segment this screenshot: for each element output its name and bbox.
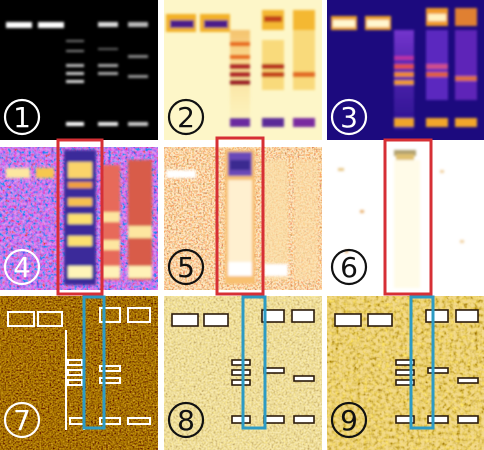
svg-text:9: 9 bbox=[340, 404, 358, 437]
panel-5: 5 bbox=[164, 147, 322, 290]
panel-9: 9 bbox=[327, 296, 484, 450]
blue-box-panel-8 bbox=[241, 295, 267, 430]
panel-1: 1 bbox=[0, 0, 158, 140]
svg-text:6: 6 bbox=[340, 251, 358, 284]
red-box-panel-6 bbox=[383, 138, 433, 296]
svg-text:8: 8 bbox=[177, 404, 195, 437]
red-highlight-boxes bbox=[56, 136, 433, 296]
blue-highlight-boxes bbox=[82, 295, 435, 430]
svg-text:7: 7 bbox=[13, 404, 31, 437]
label-badge-3: 3 bbox=[330, 98, 368, 136]
label-badge-7: 7 bbox=[3, 401, 41, 439]
panel-7: 7 bbox=[0, 296, 158, 450]
svg-text:1: 1 bbox=[13, 101, 31, 134]
label-badge-1: 1 bbox=[3, 98, 41, 136]
svg-text:4: 4 bbox=[13, 251, 31, 284]
label-badge-6: 6 bbox=[330, 248, 368, 286]
svg-text:2: 2 bbox=[177, 101, 195, 134]
svg-text:5: 5 bbox=[177, 251, 195, 284]
blue-box-panel-9 bbox=[409, 295, 435, 430]
blue-box-panel-7 bbox=[82, 295, 106, 430]
label-badge-5: 5 bbox=[167, 248, 205, 286]
panel-4: 4 bbox=[0, 147, 158, 290]
label-badge-4: 4 bbox=[3, 248, 41, 286]
label-badge-2: 2 bbox=[167, 98, 205, 136]
red-box-panel-4 bbox=[56, 138, 104, 296]
panel-3: 3 bbox=[327, 0, 484, 140]
svg-text:3: 3 bbox=[340, 101, 358, 134]
panel-2: 2 bbox=[164, 0, 322, 140]
label-badge-9: 9 bbox=[330, 401, 368, 439]
label-badge-8: 8 bbox=[167, 401, 205, 439]
red-box-panel-5 bbox=[215, 136, 265, 296]
panel-6: 6 bbox=[327, 147, 484, 290]
